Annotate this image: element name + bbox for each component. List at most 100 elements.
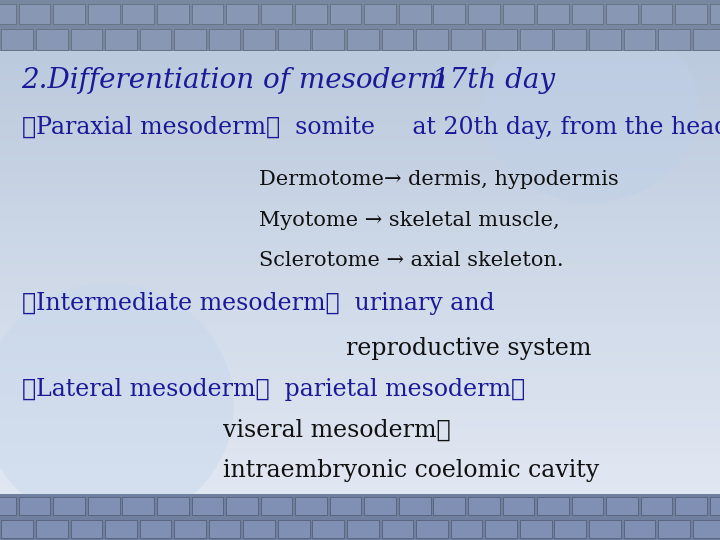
- Bar: [710, 4, 720, 24]
- Bar: [243, 520, 275, 538]
- Bar: [261, 4, 292, 24]
- Bar: [347, 520, 379, 538]
- Bar: [140, 29, 171, 50]
- Bar: [122, 4, 154, 24]
- Bar: [19, 497, 50, 515]
- Bar: [19, 4, 50, 24]
- Text: Myotome → skeletal muscle,: Myotome → skeletal muscle,: [259, 211, 560, 229]
- Bar: [416, 29, 448, 50]
- Bar: [330, 4, 361, 24]
- Text: viseral mesoderm，: viseral mesoderm，: [223, 418, 451, 442]
- Bar: [433, 4, 465, 24]
- Bar: [710, 497, 720, 515]
- Bar: [157, 4, 189, 24]
- Bar: [295, 4, 327, 24]
- Bar: [572, 497, 603, 515]
- Bar: [295, 497, 327, 515]
- Text: ③Lateral mesoderm：  parietal mesoderm，: ③Lateral mesoderm： parietal mesoderm，: [22, 378, 525, 401]
- Bar: [140, 520, 171, 538]
- Bar: [192, 497, 223, 515]
- Bar: [433, 497, 465, 515]
- Bar: [1, 520, 33, 538]
- Bar: [88, 497, 120, 515]
- Bar: [554, 29, 586, 50]
- Bar: [36, 520, 68, 538]
- Bar: [174, 29, 206, 50]
- Bar: [503, 4, 534, 24]
- Bar: [572, 4, 603, 24]
- Bar: [36, 29, 68, 50]
- Bar: [0, 0, 720, 51]
- Bar: [451, 520, 482, 538]
- Bar: [658, 520, 690, 538]
- Bar: [675, 497, 707, 515]
- Bar: [520, 520, 552, 538]
- Bar: [468, 4, 500, 24]
- Text: 17th day: 17th day: [432, 68, 555, 94]
- Bar: [606, 497, 638, 515]
- Bar: [53, 4, 85, 24]
- Bar: [451, 29, 482, 50]
- Bar: [1, 29, 33, 50]
- Bar: [399, 4, 431, 24]
- Bar: [399, 497, 431, 515]
- Bar: [537, 497, 569, 515]
- Bar: [53, 497, 85, 515]
- Bar: [0, 4, 16, 24]
- Bar: [658, 29, 690, 50]
- Bar: [347, 29, 379, 50]
- Bar: [675, 4, 707, 24]
- Text: 2.Differentiation of mesoderm: 2.Differentiation of mesoderm: [22, 68, 447, 94]
- Bar: [71, 29, 102, 50]
- Ellipse shape: [482, 14, 698, 202]
- Bar: [485, 29, 517, 50]
- Bar: [122, 497, 154, 515]
- Bar: [330, 497, 361, 515]
- Bar: [468, 497, 500, 515]
- Text: Dermotome→ dermis, hypodermis: Dermotome→ dermis, hypodermis: [259, 170, 619, 189]
- Bar: [209, 520, 240, 538]
- Bar: [641, 4, 672, 24]
- Bar: [71, 520, 102, 538]
- Bar: [624, 520, 655, 538]
- Bar: [226, 4, 258, 24]
- Bar: [278, 520, 310, 538]
- Bar: [382, 29, 413, 50]
- Text: Sclerotome → axial skeleton.: Sclerotome → axial skeleton.: [259, 251, 564, 270]
- Bar: [589, 520, 621, 538]
- Bar: [382, 520, 413, 538]
- Bar: [641, 497, 672, 515]
- Bar: [105, 520, 137, 538]
- Bar: [693, 29, 720, 50]
- Bar: [312, 520, 344, 538]
- Bar: [174, 520, 206, 538]
- Bar: [0, 494, 720, 540]
- Bar: [485, 520, 517, 538]
- Bar: [192, 4, 223, 24]
- Bar: [312, 29, 344, 50]
- Bar: [554, 520, 586, 538]
- Bar: [0, 497, 16, 515]
- Bar: [226, 497, 258, 515]
- Bar: [520, 29, 552, 50]
- Ellipse shape: [0, 284, 234, 526]
- Bar: [606, 4, 638, 24]
- Text: reproductive system: reproductive system: [346, 338, 591, 361]
- Text: intraembryonic coelomic cavity: intraembryonic coelomic cavity: [223, 459, 600, 482]
- Bar: [364, 4, 396, 24]
- Bar: [105, 29, 137, 50]
- Bar: [624, 29, 655, 50]
- Bar: [278, 29, 310, 50]
- Bar: [693, 520, 720, 538]
- Bar: [261, 497, 292, 515]
- Bar: [589, 29, 621, 50]
- Text: ②Intermediate mesoderm：  urinary and: ②Intermediate mesoderm： urinary and: [22, 292, 494, 315]
- Bar: [243, 29, 275, 50]
- Bar: [364, 497, 396, 515]
- Bar: [209, 29, 240, 50]
- Bar: [503, 497, 534, 515]
- Text: ①Paraxial mesoderm：  somite     at 20th day, from the head: ①Paraxial mesoderm： somite at 20th day, …: [22, 116, 720, 139]
- Bar: [537, 4, 569, 24]
- Bar: [157, 497, 189, 515]
- Bar: [416, 520, 448, 538]
